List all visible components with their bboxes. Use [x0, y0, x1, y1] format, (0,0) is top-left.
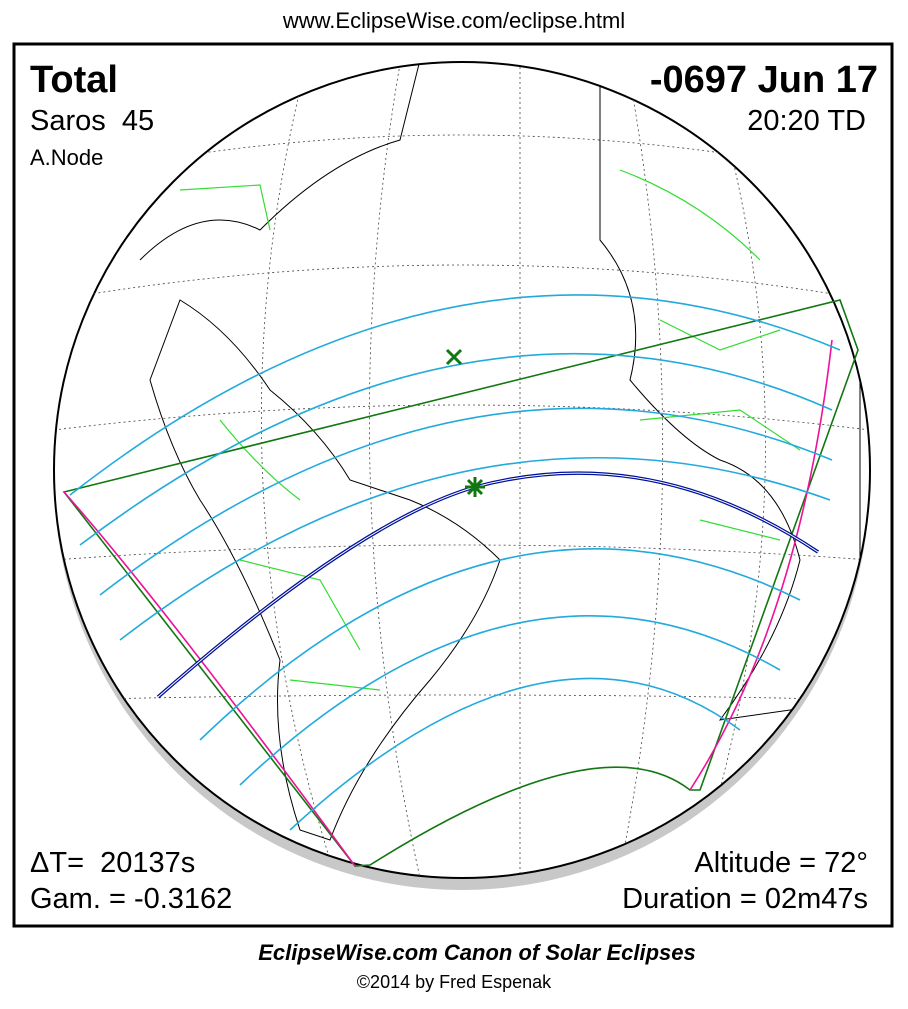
date: -0697 Jun 17: [650, 59, 878, 101]
globe: [53, 61, 871, 890]
time: 20:20 TD: [747, 105, 866, 137]
eclipse-type: Total: [30, 59, 118, 101]
altitude: Altitude = 72°: [694, 847, 868, 879]
copyright: ©2014 by Fred Espenak: [357, 972, 552, 992]
url: www.EclipseWise.com/eclipse.html: [282, 8, 625, 33]
duration: Duration = 02m47s: [622, 883, 868, 915]
gamma: Gam. = -0.3162: [30, 883, 232, 915]
saros: Saros 45: [30, 105, 154, 137]
node: A.Node: [30, 145, 103, 170]
delta-t: ΔT= 20137s: [30, 847, 195, 879]
footer-title: EclipseWise.com Canon of Solar Eclipses: [258, 940, 696, 965]
